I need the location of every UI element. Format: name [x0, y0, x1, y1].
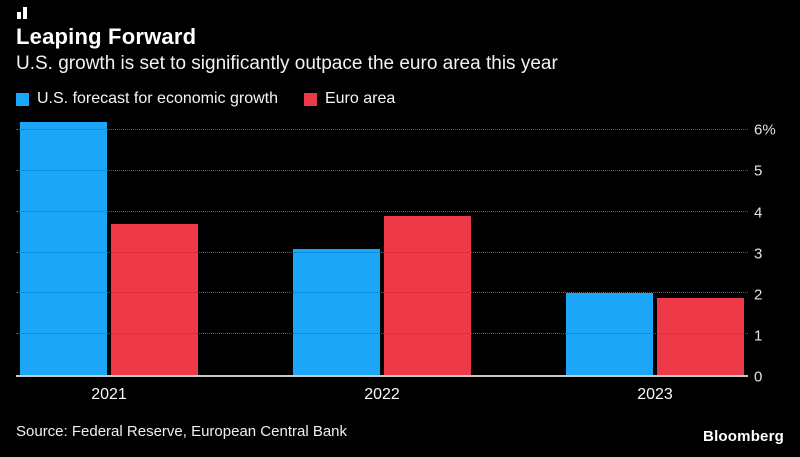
y-tick-label-3: 3: [754, 245, 763, 263]
plot-area: [16, 118, 748, 377]
y-tick-label-0: 0: [754, 368, 763, 386]
legend-item-euro: Euro area: [303, 90, 396, 108]
mini-bar-chart-icon: [17, 7, 31, 19]
x-tick-label-2022: 2022: [364, 386, 400, 403]
y-tick-label-2: 2: [754, 286, 763, 304]
legend-label-euro: Euro area: [324, 90, 396, 107]
y-tick-label-1: 1: [754, 327, 763, 345]
gridline-4: [16, 210, 748, 212]
y-tick-label-5: 5: [754, 162, 763, 180]
y-axis-labels: 6% 5 4 3 2 1 0: [754, 118, 798, 386]
x-tick-label-2021: 2021: [91, 386, 127, 403]
bloomberg-logo: Bloomberg: [703, 428, 784, 445]
y-tick-label-6: 6%: [754, 121, 776, 139]
bar-euro-2022: [384, 215, 471, 375]
bar-us-2022: [293, 248, 380, 375]
legend: U.S. forecast for economic growth Euro a…: [16, 90, 395, 108]
bar-group-2023: [566, 118, 744, 375]
us-series-swatch-icon: [16, 92, 29, 106]
source-note: Source: Federal Reserve, European Centra…: [16, 423, 348, 440]
chart-subtitle: U.S. growth is set to significantly outp…: [16, 53, 558, 74]
chart-title: Leaping Forward: [16, 24, 197, 49]
bar-group-2022: [293, 118, 471, 375]
legend-item-us: U.S. forecast for economic growth: [16, 90, 278, 108]
x-axis-labels: 2021 2022 2023: [16, 386, 748, 404]
legend-label-us: U.S. forecast for economic growth: [37, 90, 278, 107]
bar-euro-2023: [657, 297, 744, 375]
gridline-6: [16, 129, 748, 131]
gridline-1: [16, 333, 748, 335]
gridline-3: [16, 251, 748, 253]
bars-container: [16, 118, 748, 375]
gridline-2: [16, 292, 748, 294]
x-tick-label-2023: 2023: [637, 386, 673, 403]
bar-us-2021: [20, 122, 107, 375]
gridline-5: [16, 170, 748, 172]
euro-series-swatch-icon: [303, 92, 317, 106]
bar-euro-2021: [111, 224, 198, 375]
bar-group-2021: [20, 118, 198, 375]
y-tick-label-4: 4: [754, 204, 763, 222]
